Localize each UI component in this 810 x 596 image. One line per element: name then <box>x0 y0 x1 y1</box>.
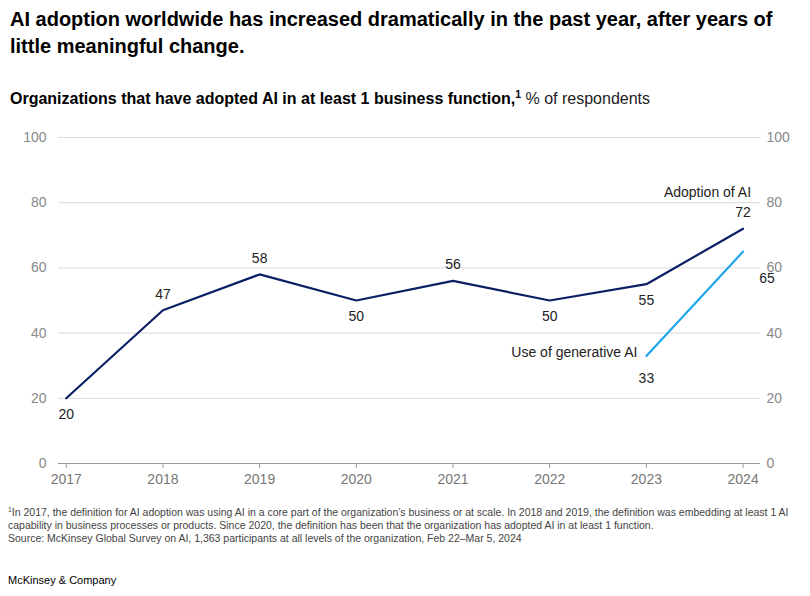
svg-text:2022: 2022 <box>534 471 565 487</box>
html-text:Organizations that have adopte: Organizations that have adopted AI in at… <box>10 88 650 107</box>
svg-text:2017: 2017 <box>51 471 82 487</box>
svg-text:100: 100 <box>23 129 47 145</box>
html-text:AI adoption worldwide has incr: AI adoption worldwide has increased dram… <box>10 8 773 57</box>
svg-text:56: 56 <box>445 256 461 272</box>
svg-text:80: 80 <box>767 194 783 210</box>
html-text:1In 2017, the definition for A: 1In 2017, the definition for AI adoption… <box>8 505 789 531</box>
svg-text:2020: 2020 <box>341 471 372 487</box>
svg-text:40: 40 <box>767 325 783 341</box>
svg-text:65: 65 <box>759 270 775 286</box>
svg-text:33: 33 <box>639 370 655 386</box>
svg-text:2018: 2018 <box>147 471 178 487</box>
svg-text:2023: 2023 <box>631 471 662 487</box>
svg-text:0: 0 <box>767 455 775 471</box>
svg-text:2024: 2024 <box>728 471 759 487</box>
svg-text:2019: 2019 <box>244 471 275 487</box>
svg-text:100: 100 <box>767 129 791 145</box>
svg-text:0: 0 <box>39 455 47 471</box>
html-text:Source: McKinsey Global Survey: Source: McKinsey Global Survey on AI, 1,… <box>8 532 522 544</box>
svg-text:Use of generative AI: Use of generative AI <box>511 344 637 360</box>
svg-text:58: 58 <box>252 250 268 266</box>
svg-text:80: 80 <box>31 194 47 210</box>
html-text:McKinsey & Company: McKinsey & Company <box>8 574 117 586</box>
svg-text:20: 20 <box>767 390 783 406</box>
svg-text:72: 72 <box>735 204 751 220</box>
svg-text:20: 20 <box>31 390 47 406</box>
svg-text:55: 55 <box>639 292 655 308</box>
svg-text:20: 20 <box>58 406 74 422</box>
svg-text:60: 60 <box>766 259 783 276</box>
svg-text:40: 40 <box>31 325 47 341</box>
svg-text:50: 50 <box>349 308 365 324</box>
svg-text:50: 50 <box>542 308 558 324</box>
svg-text:2021: 2021 <box>437 471 468 487</box>
svg-text:60: 60 <box>31 259 47 275</box>
svg-text:47: 47 <box>155 286 171 302</box>
svg-text:Adoption of AI: Adoption of AI <box>664 184 751 200</box>
